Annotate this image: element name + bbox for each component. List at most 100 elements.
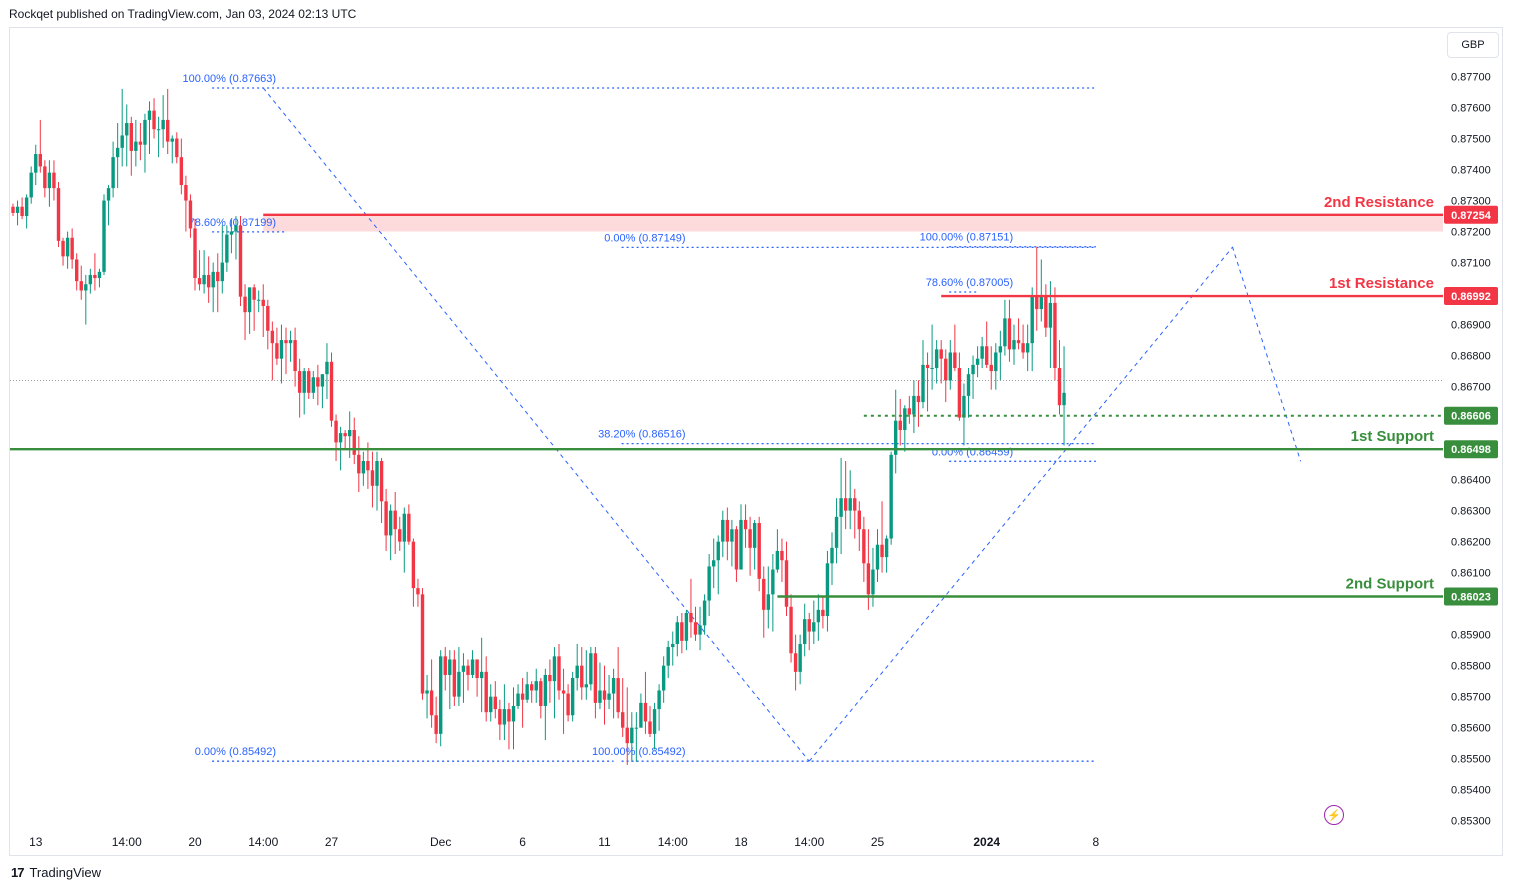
x-tick-label: 14:00 [248, 835, 278, 849]
price-badge-value: 0.87254 [1451, 210, 1492, 222]
candle-body [716, 541, 720, 561]
candle-body [643, 702, 648, 722]
y-tick-label: 0.85800 [1451, 661, 1491, 673]
candle-body [379, 461, 384, 502]
candle-body [420, 594, 425, 694]
candle-body [15, 206, 20, 213]
candle-body [962, 395, 966, 418]
price-level-label: 1st Support [1351, 428, 1434, 445]
candles-layer [11, 88, 1066, 765]
candle-body [561, 690, 566, 694]
candle-body [721, 519, 725, 542]
candle-body [357, 454, 361, 474]
candle-body [843, 498, 848, 511]
candle-body [70, 237, 74, 260]
candle-body [47, 172, 52, 189]
chart-frame[interactable] [9, 27, 1503, 856]
candle-body [370, 470, 375, 486]
price-level-label: 2nd Resistance [1324, 194, 1434, 211]
y-tick-label: 0.85600 [1451, 723, 1491, 735]
candle-body [520, 693, 525, 700]
candle-body [944, 358, 948, 381]
candle-body [93, 274, 97, 279]
candle-body [229, 231, 234, 235]
candle-body [466, 665, 470, 675]
candle-body [134, 141, 138, 151]
candle-body [266, 305, 270, 331]
y-tick-label: 0.86900 [1451, 320, 1491, 332]
price-badge [1444, 587, 1498, 606]
x-tick-label: 20 [188, 835, 202, 849]
candle-body [143, 119, 147, 145]
candle-body [830, 547, 834, 564]
candle-body [348, 430, 352, 437]
candle-body [516, 693, 520, 706]
candle-body [402, 513, 406, 542]
candle-body [570, 678, 575, 716]
footer-brand: 17 TradingView [11, 865, 101, 880]
x-tick-label: 6 [519, 835, 526, 849]
candle-body [593, 653, 598, 703]
candle-body [889, 454, 893, 539]
candle-body [206, 274, 211, 288]
tradingview-brand-label: TradingView [29, 865, 102, 880]
price-level-label: 2nd Support [1346, 576, 1434, 593]
candle-body [34, 154, 38, 173]
lightning-icon[interactable]: ⚡ [1324, 805, 1344, 825]
candle-body [939, 349, 943, 359]
candle-body [393, 510, 397, 530]
fib-level-label: 38.20% (0.86516) [598, 429, 685, 441]
candle-body [56, 188, 61, 241]
fib-trend-line [262, 87, 810, 762]
candle-body [352, 430, 356, 455]
currency-button[interactable]: GBP [1447, 32, 1499, 58]
fib-level-label: 78.60% (0.87005) [926, 277, 1013, 289]
candle-body [648, 721, 652, 734]
candle-body [461, 665, 466, 672]
candle-body [443, 656, 447, 675]
candle-body [311, 377, 315, 393]
candle-body [279, 340, 284, 359]
candle-body [639, 702, 643, 728]
fib-trend-line [808, 247, 1233, 762]
candle-body [793, 653, 798, 672]
candle-body [1021, 343, 1025, 353]
candle-body [634, 727, 639, 729]
candle-body [170, 138, 174, 142]
candle-body [166, 119, 170, 142]
candle-body [894, 420, 898, 455]
candle-body [789, 606, 793, 654]
candle-body [20, 206, 24, 217]
candle-body [857, 510, 861, 530]
candle-body [994, 352, 998, 372]
candle-body [707, 566, 711, 601]
candle-body [284, 340, 288, 344]
candle-body [766, 594, 770, 610]
price-badge [1444, 205, 1498, 224]
candle-body [147, 110, 152, 120]
candle-body [293, 340, 297, 372]
candle-body [998, 346, 1003, 353]
candle-body [439, 656, 443, 734]
y-tick-label: 0.85900 [1451, 630, 1491, 642]
candle-body [484, 671, 488, 713]
candle-body [625, 727, 629, 744]
candle-body [429, 690, 434, 716]
candle-body [1025, 343, 1030, 353]
candle-body [1016, 340, 1021, 344]
candle-body [448, 659, 452, 675]
candle-body [111, 157, 115, 189]
candle-body [225, 234, 229, 263]
candle-body [106, 188, 111, 201]
candle-body [1039, 296, 1043, 310]
candle-body [252, 287, 256, 300]
x-tick-label: 2024 [973, 835, 1000, 849]
candle-body [243, 296, 247, 313]
candle-body [479, 671, 484, 679]
y-tick-label: 0.85300 [1451, 816, 1491, 828]
candle-body [188, 200, 193, 229]
candle-body [821, 609, 825, 617]
candle-body [75, 259, 79, 282]
fib-trend-line [1231, 246, 1302, 462]
